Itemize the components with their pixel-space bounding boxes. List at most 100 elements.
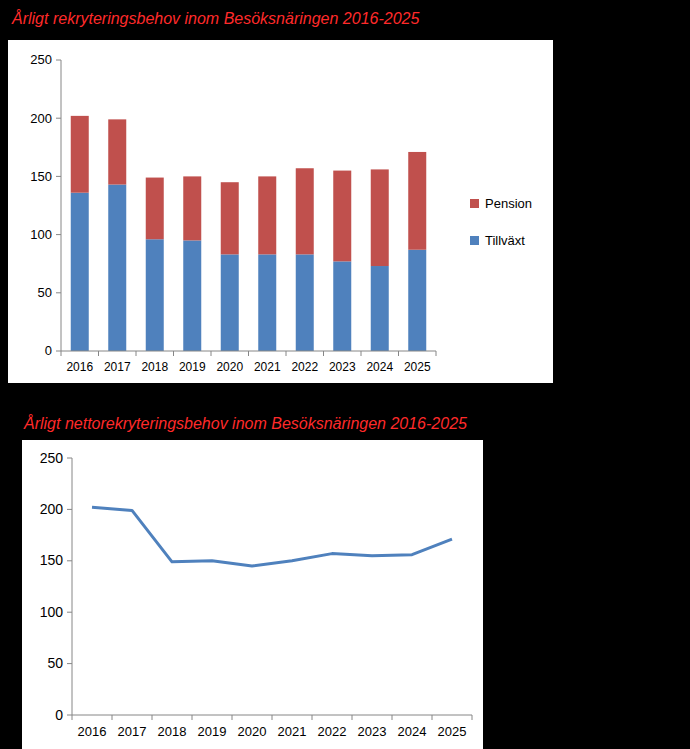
bar [333, 261, 351, 351]
x-tick-mark [472, 715, 473, 720]
x-tick-label: 2018 [141, 360, 168, 374]
x-tick-label: 2024 [398, 724, 427, 739]
legend-label: Tillväxt [485, 233, 525, 248]
background [0, 0, 690, 749]
y-tick-label: 50 [38, 285, 52, 300]
y-tick-label: 50 [47, 655, 63, 671]
x-tick-label: 2022 [318, 724, 347, 739]
x-tick-label: 2025 [438, 724, 467, 739]
y-tick-label: 150 [40, 552, 64, 568]
legend-swatch [470, 199, 479, 208]
bar [408, 152, 426, 250]
x-tick-mark [211, 351, 212, 356]
chart-area [22, 440, 483, 749]
x-tick-mark [392, 715, 393, 720]
x-tick-mark [61, 351, 62, 356]
x-tick-mark [136, 351, 137, 356]
x-tick-label: 2022 [291, 360, 318, 374]
x-tick-label: 2017 [118, 724, 147, 739]
x-tick-mark [272, 715, 273, 720]
legend-swatch [470, 236, 479, 245]
x-tick-label: 2020 [238, 724, 267, 739]
bar [296, 168, 314, 254]
bar [183, 176, 201, 240]
x-tick-mark [286, 351, 287, 356]
x-tick-label: 2023 [358, 724, 387, 739]
y-tick-label: 250 [30, 52, 52, 67]
title: Årligt rekryteringsbehov inom Besöksnäri… [11, 9, 419, 27]
x-tick-mark [361, 351, 362, 356]
x-tick-mark [192, 715, 193, 720]
bar [333, 171, 351, 262]
x-tick-mark [436, 351, 437, 356]
bar [371, 169, 389, 266]
chart-area [8, 40, 553, 383]
x-tick-label: 2019 [179, 360, 206, 374]
x-tick-label: 2021 [278, 724, 307, 739]
bar [221, 182, 239, 254]
bar [371, 266, 389, 351]
y-tick-label: 150 [30, 169, 52, 184]
legend-label: Pension [485, 196, 532, 211]
x-tick-label: 2024 [366, 360, 393, 374]
page: Årligt rekryteringsbehov inom Besöksnäri… [0, 0, 690, 749]
bar [108, 119, 126, 184]
x-tick-mark [352, 715, 353, 720]
bar [258, 176, 276, 254]
tick-mark [56, 118, 61, 119]
bar [71, 116, 89, 193]
tick-mark [67, 715, 72, 716]
y-axis [72, 458, 73, 715]
y-tick-label: 200 [30, 111, 52, 126]
tick-mark [56, 234, 61, 235]
x-tick-mark [323, 351, 324, 356]
x-tick-label: 2016 [66, 360, 93, 374]
bar [296, 254, 314, 351]
y-tick-label: 250 [40, 450, 64, 466]
chart: Årligt nettorekryteringsbehov inom Besök… [22, 414, 483, 749]
x-tick-label: 2016 [78, 724, 107, 739]
bar [408, 250, 426, 351]
tick-mark [56, 60, 61, 61]
x-tick-mark [112, 715, 113, 720]
x-tick-mark [398, 351, 399, 356]
x-tick-label: 2023 [329, 360, 356, 374]
plot-marks [92, 507, 452, 566]
bar [221, 254, 239, 351]
x-tick-mark [248, 351, 249, 356]
tick-mark [56, 176, 61, 177]
plot-marks [71, 116, 427, 351]
x-tick-label: 2017 [104, 360, 131, 374]
x-tick-label: 2020 [216, 360, 243, 374]
tick-mark [67, 509, 72, 510]
y-tick-label: 0 [55, 707, 63, 723]
x-tick-mark [232, 715, 233, 720]
bar [146, 178, 164, 240]
y-axis [61, 60, 62, 351]
bar [258, 254, 276, 351]
y-tick-label: 100 [30, 227, 52, 242]
tick-mark [56, 351, 61, 352]
tick-mark [67, 612, 72, 613]
x-tick-label: 2018 [158, 724, 187, 739]
chart: Årligt rekryteringsbehov inom Besöksnäri… [8, 9, 553, 383]
tick-mark [67, 560, 72, 561]
x-tick-mark [173, 351, 174, 356]
y-tick-label: 0 [45, 343, 52, 358]
tick-mark [67, 663, 72, 664]
y-tick-label: 100 [40, 604, 64, 620]
x-tick-label: 2021 [254, 360, 281, 374]
x-tick-mark [152, 715, 153, 720]
x-tick-label: 2025 [404, 360, 431, 374]
x-tick-mark [432, 715, 433, 720]
line [92, 507, 452, 566]
bar [71, 193, 89, 351]
x-tick-mark [312, 715, 313, 720]
bar [146, 239, 164, 351]
x-tick-label: 2019 [198, 724, 227, 739]
x-tick-mark [72, 715, 73, 720]
bar [183, 240, 201, 351]
tick-mark [56, 292, 61, 293]
title: Årligt nettorekryteringsbehov inom Besök… [23, 414, 467, 432]
tick-mark [67, 458, 72, 459]
